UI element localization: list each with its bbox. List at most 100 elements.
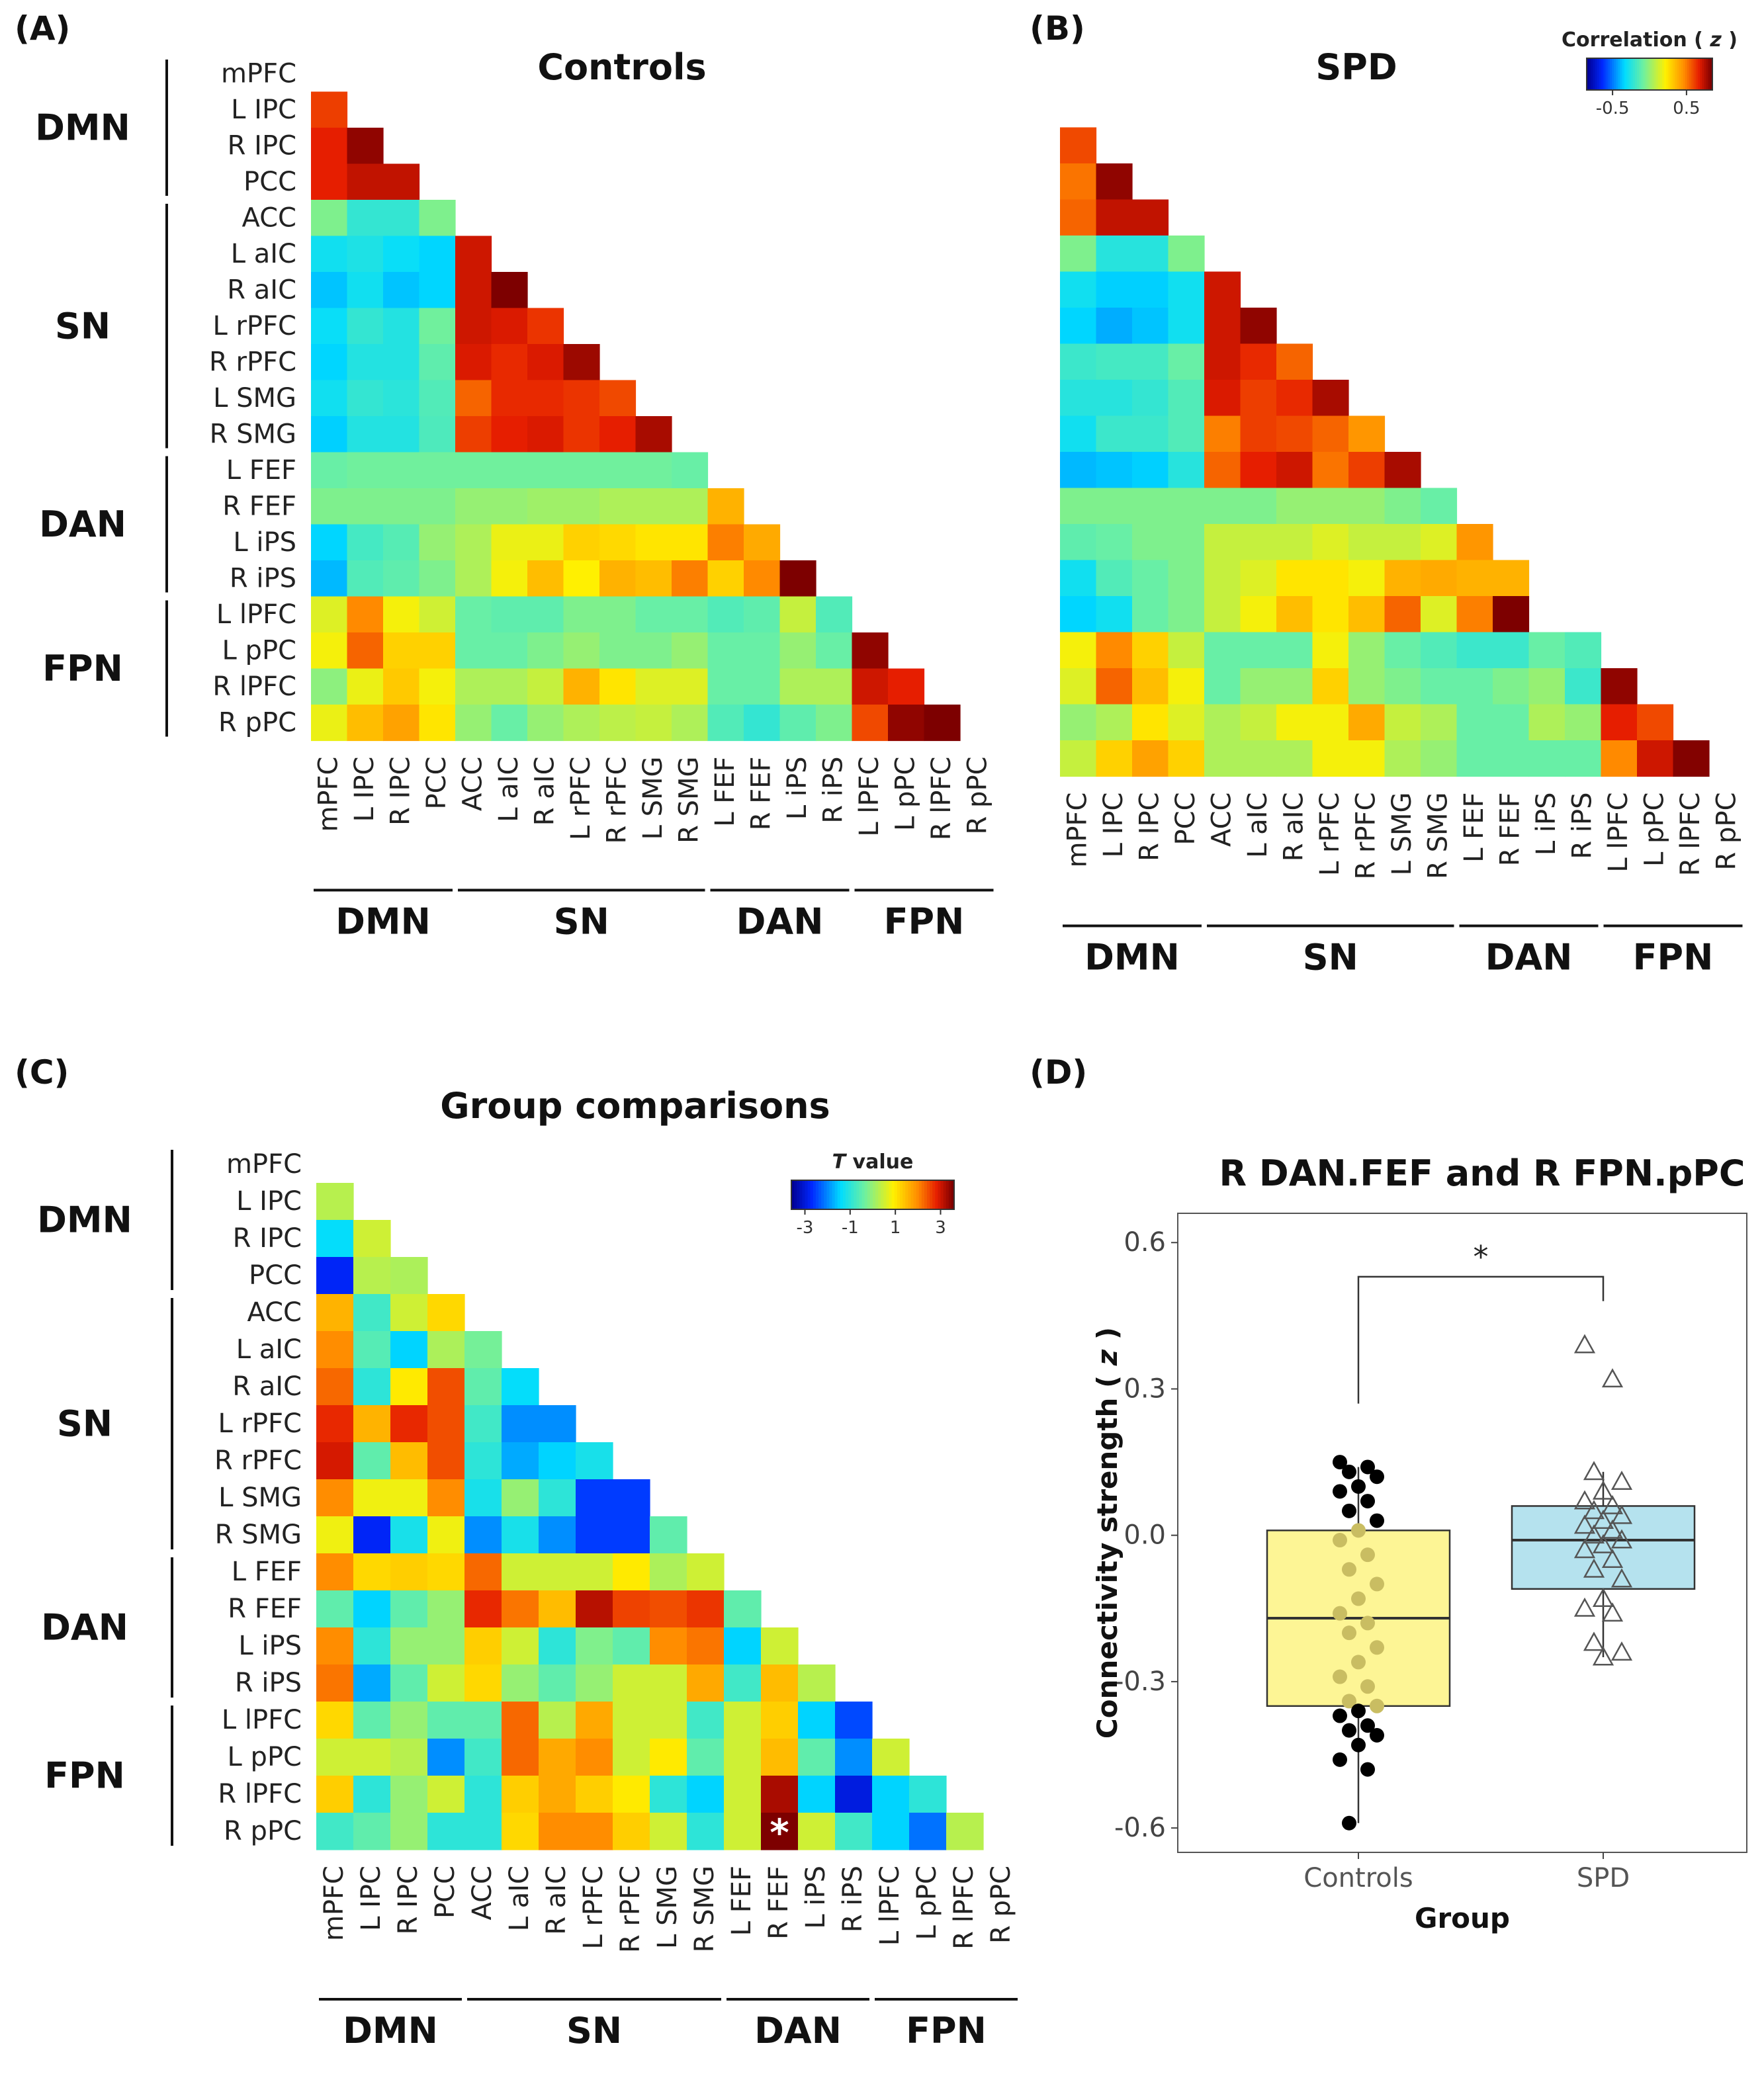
- heatmap-cell-r-aic-r-ipc: [1132, 308, 1169, 345]
- data-point-spd: [1592, 1646, 1614, 1666]
- heatmap-cell-r-lpfc-l-ipc: [347, 668, 384, 705]
- heatmap-cell-l-ips-mpfc: [1060, 560, 1097, 597]
- colorbar-segment: [1597, 58, 1600, 90]
- heatmap-cell-l-aic-acc: [464, 1331, 502, 1369]
- heatmap-cell-l-ips-r-rpfc: [613, 1627, 650, 1665]
- heatmap-cell-l-lpfc-l-aic: [491, 596, 528, 633]
- row-label-mpfc: mPFC: [226, 1149, 302, 1180]
- heatmap-cell-l-ppc-l-rpfc: [576, 1739, 613, 1776]
- heatmap-cell-acc-l-ipc: [347, 200, 384, 237]
- heatmap-cell-r-rpfc-mpfc: [311, 344, 348, 381]
- heatmap-cell-l-smg-l-aic: [502, 1479, 539, 1517]
- heatmap-cell-r-ppc-l-ppc: [1637, 740, 1674, 777]
- heatmap-cell-l-lpfc-acc: [1204, 632, 1241, 669]
- y-tick-label: 0.6: [1124, 1227, 1166, 1258]
- heatmap-cell-l-rpfc-l-aic: [491, 308, 528, 345]
- network-label-left-fpn: FPN: [44, 1755, 125, 1797]
- colorbar-tick-label: 0.5: [1673, 99, 1700, 118]
- colorbar-segment: [1691, 58, 1695, 90]
- data-point-spd: [1583, 1631, 1605, 1651]
- heatmap-cell-l-ppc-l-smg: [1384, 668, 1421, 705]
- heatmap-cell-r-ppc-r-ipc: [383, 705, 420, 742]
- row-label-r-rpfc: R rPFC: [214, 1446, 302, 1476]
- data-point-controls: [1370, 1698, 1384, 1713]
- data-point-spd: [1592, 1480, 1614, 1500]
- heatmap-cell-r-ppc-l-smg: [635, 705, 672, 742]
- heatmap-cell-r-smg-r-aic: [527, 416, 564, 453]
- heatmap-cell-l-lpfc-r-fef: [761, 1702, 799, 1739]
- heatmap-cell-l-rpfc-l-aic: [502, 1405, 539, 1443]
- heatmap-cell-l-ppc-r-rpfc: [613, 1739, 650, 1776]
- heatmap-cell-l-ips-r-fef: [1493, 560, 1530, 597]
- heatmap-cell-l-lpfc-mpfc: [316, 1702, 354, 1739]
- heatmap-cell-acc-r-ipc: [1132, 236, 1169, 273]
- heatmap-cell-l-ips-l-rpfc: [1312, 560, 1349, 597]
- colorbar-segment: [1593, 58, 1596, 90]
- heatmap-cell-l-rpfc-acc: [455, 308, 492, 345]
- colorbar-segment: [1612, 58, 1614, 90]
- data-point-controls: [1342, 1723, 1356, 1738]
- heatmap-cell-r-fef-l-fef: [707, 488, 744, 525]
- heatmap-cell-r-ppc-l-lpfc: [872, 1813, 910, 1850]
- col-label-r-ips: R iPS: [838, 1866, 868, 1932]
- heatmap-cell-r-fef-r-rpfc: [613, 1590, 650, 1628]
- colorbar-segment: [1662, 58, 1665, 90]
- heatmap-cell-r-rpfc-acc: [464, 1442, 502, 1480]
- col-label-l-rpfc: L rPFC: [578, 1866, 609, 1950]
- network-label-left-fpn: FPN: [42, 648, 123, 689]
- heatmap-cell-l-fef-r-smg: [1421, 488, 1458, 525]
- heatmap-cell-l-fef-acc: [464, 1553, 502, 1591]
- heatmap-cell-l-lpfc-l-ipc: [1096, 632, 1133, 669]
- heatmap-cell-acc-l-ipc: [353, 1294, 391, 1332]
- heatmap-cell-r-ppc-l-lpfc: [1601, 740, 1638, 777]
- data-point-spd: [1583, 1524, 1605, 1544]
- heatmap-cell-r-lpfc-r-ips: [835, 1776, 873, 1813]
- heatmap-cell-r-ppc-mpfc: [316, 1813, 354, 1850]
- heatmap-cell-l-ppc-r-ips: [835, 1739, 873, 1776]
- heatmap-cell-l-ppc-r-ips: [816, 632, 853, 670]
- heatmap-cell-r-aic-l-aic: [502, 1368, 539, 1406]
- heatmap-cell-r-lpfc-l-lpfc: [852, 668, 889, 705]
- heatmap-cell-r-lpfc-r-smg: [672, 668, 709, 705]
- heatmap-cell-r-smg-mpfc: [1060, 452, 1097, 489]
- col-label-r-fef: R FEF: [1495, 793, 1525, 867]
- heatmap-cell-r-ips-l-aic: [1240, 596, 1277, 633]
- heatmap-cell-l-fef-r-ipc: [390, 1553, 428, 1591]
- heatmap-cell-r-lpfc-acc: [464, 1776, 502, 1813]
- heatmap-cell-r-fef-r-rpfc: [599, 488, 637, 525]
- heatmap-cell-r-aic-mpfc: [1060, 308, 1097, 345]
- heatmap-cell-r-rpfc-l-aic: [491, 344, 528, 381]
- colorbar-segment: [1664, 58, 1667, 90]
- heatmap-cell-r-aic-l-ipc: [1096, 308, 1133, 345]
- colorbar-segment: [1645, 58, 1648, 90]
- heatmap-cell-r-fef-r-aic: [527, 488, 564, 525]
- row-label-acc: ACC: [242, 202, 296, 233]
- heatmap-cell-r-fef-acc: [1204, 524, 1241, 561]
- heatmap-cell-l-smg-mpfc: [316, 1479, 354, 1517]
- colorbar-segment: [818, 1180, 822, 1209]
- heatmap-cell-l-ips-acc: [455, 524, 492, 561]
- heatmap-cell-l-ppc-pcc: [427, 1739, 465, 1776]
- heatmap-cell-l-lpfc-r-fef: [744, 596, 781, 633]
- heatmap-cell-r-ppc-r-rpfc: [599, 705, 637, 742]
- colorbar-segment: [813, 1180, 816, 1209]
- y-tick-label: -0.6: [1114, 1813, 1166, 1843]
- colorbar-segment: [1632, 58, 1636, 90]
- heatmap-cell-l-rpfc-l-ipc: [347, 308, 384, 345]
- heatmap-cell-r-ips-r-fef: [1493, 596, 1530, 633]
- heatmap-cell-l-smg-mpfc: [311, 380, 348, 417]
- heatmap-cell-l-fef-acc: [1204, 488, 1241, 525]
- heatmap-cell-r-fef-mpfc: [316, 1590, 354, 1628]
- heatmap-cell-r-ppc-l-aic: [502, 1813, 539, 1850]
- heatmap-cell-r-smg-l-rpfc: [1312, 452, 1349, 489]
- heatmap-cell-l-smg-r-rpfc: [1348, 415, 1386, 453]
- heatmap-spd: mPFC L IPC R IPC PCC ACC L aIC R aIC L rPFC R rP…: [1060, 127, 1743, 978]
- heatmap-cell-l-ppc-r-smg: [687, 1739, 725, 1776]
- network-label-bottom-fpn: FPN: [884, 901, 965, 943]
- heatmap-cell-r-rpfc-l-rpfc: [576, 1442, 613, 1480]
- heatmap-cell-r-rpfc-l-rpfc: [1312, 380, 1349, 417]
- data-point-controls: [1360, 1679, 1375, 1694]
- heatmap-cell-r-ppc-r-smg: [672, 705, 709, 742]
- colorbar-segment: [1668, 58, 1671, 90]
